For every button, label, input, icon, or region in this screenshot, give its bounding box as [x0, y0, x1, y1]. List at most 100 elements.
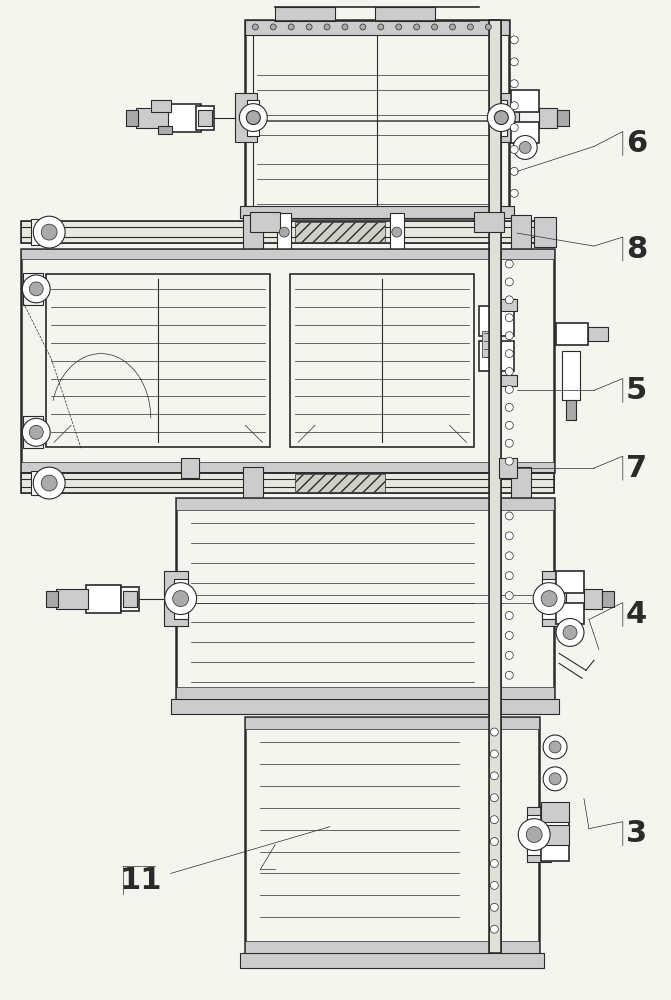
Circle shape: [468, 24, 474, 30]
Bar: [277, 213, 291, 251]
Circle shape: [505, 592, 513, 600]
Bar: [489, 20, 501, 953]
Circle shape: [505, 572, 513, 580]
Bar: [556, 323, 588, 345]
Circle shape: [556, 619, 584, 646]
Bar: [246, 20, 509, 35]
Circle shape: [510, 145, 518, 153]
Text: 3: 3: [626, 819, 648, 848]
Circle shape: [378, 24, 384, 30]
Circle shape: [549, 773, 561, 785]
Bar: [566, 400, 576, 420]
Circle shape: [505, 278, 513, 286]
Circle shape: [34, 216, 65, 248]
Bar: [151, 100, 170, 112]
Bar: [511, 90, 539, 112]
Circle shape: [360, 24, 366, 30]
Bar: [21, 473, 554, 493]
Circle shape: [30, 425, 43, 439]
Bar: [174, 579, 188, 619]
Circle shape: [510, 167, 518, 175]
Bar: [602, 591, 614, 607]
Circle shape: [392, 227, 402, 237]
Circle shape: [450, 24, 456, 30]
Bar: [46, 591, 58, 607]
Text: 11: 11: [119, 866, 162, 895]
Bar: [246, 717, 539, 953]
Bar: [21, 473, 554, 493]
Circle shape: [41, 224, 57, 240]
Circle shape: [491, 728, 499, 736]
Bar: [240, 206, 514, 218]
Bar: [556, 603, 584, 624]
Circle shape: [505, 350, 513, 358]
Bar: [482, 331, 495, 357]
Bar: [123, 591, 137, 607]
Bar: [46, 274, 270, 447]
Text: 5: 5: [626, 376, 648, 405]
Circle shape: [491, 903, 499, 911]
Circle shape: [34, 467, 65, 499]
Bar: [557, 110, 569, 126]
Circle shape: [279, 227, 289, 237]
Bar: [176, 498, 554, 699]
Circle shape: [510, 80, 518, 88]
Circle shape: [505, 512, 513, 520]
Circle shape: [549, 741, 561, 753]
Bar: [164, 571, 188, 626]
Circle shape: [487, 104, 515, 132]
Circle shape: [240, 104, 267, 132]
Bar: [23, 416, 43, 448]
Text: 7: 7: [626, 454, 648, 483]
Circle shape: [485, 24, 491, 30]
Bar: [542, 579, 556, 619]
Circle shape: [533, 583, 565, 615]
Bar: [176, 498, 554, 510]
Bar: [32, 219, 49, 245]
Circle shape: [505, 631, 513, 639]
Circle shape: [505, 368, 513, 376]
Bar: [195, 106, 213, 130]
Bar: [499, 458, 517, 478]
Bar: [250, 212, 280, 232]
Bar: [511, 122, 539, 143]
Bar: [556, 571, 584, 593]
Circle shape: [563, 625, 577, 639]
Text: 8: 8: [626, 235, 648, 264]
Bar: [511, 467, 531, 499]
Bar: [56, 589, 88, 609]
Bar: [166, 104, 201, 132]
Circle shape: [505, 651, 513, 659]
Circle shape: [505, 457, 513, 465]
Circle shape: [543, 735, 567, 759]
Bar: [21, 249, 554, 259]
Bar: [170, 699, 559, 714]
Circle shape: [306, 24, 312, 30]
Circle shape: [22, 418, 50, 446]
Circle shape: [491, 881, 499, 889]
Circle shape: [495, 111, 508, 125]
Bar: [275, 7, 335, 21]
Bar: [136, 108, 168, 128]
Bar: [240, 953, 544, 968]
Bar: [197, 110, 211, 126]
Circle shape: [270, 24, 276, 30]
Bar: [126, 110, 138, 126]
Bar: [562, 351, 580, 400]
Bar: [527, 815, 541, 855]
Circle shape: [510, 124, 518, 132]
Circle shape: [22, 275, 50, 303]
Bar: [32, 471, 49, 495]
Circle shape: [505, 403, 513, 411]
Bar: [390, 213, 404, 251]
Circle shape: [510, 189, 518, 197]
Circle shape: [505, 260, 513, 268]
Bar: [479, 306, 514, 336]
Bar: [474, 212, 505, 232]
Bar: [541, 807, 569, 829]
Circle shape: [164, 583, 197, 615]
Circle shape: [172, 591, 189, 607]
Bar: [541, 839, 569, 861]
Bar: [295, 474, 384, 492]
Bar: [495, 100, 507, 136]
